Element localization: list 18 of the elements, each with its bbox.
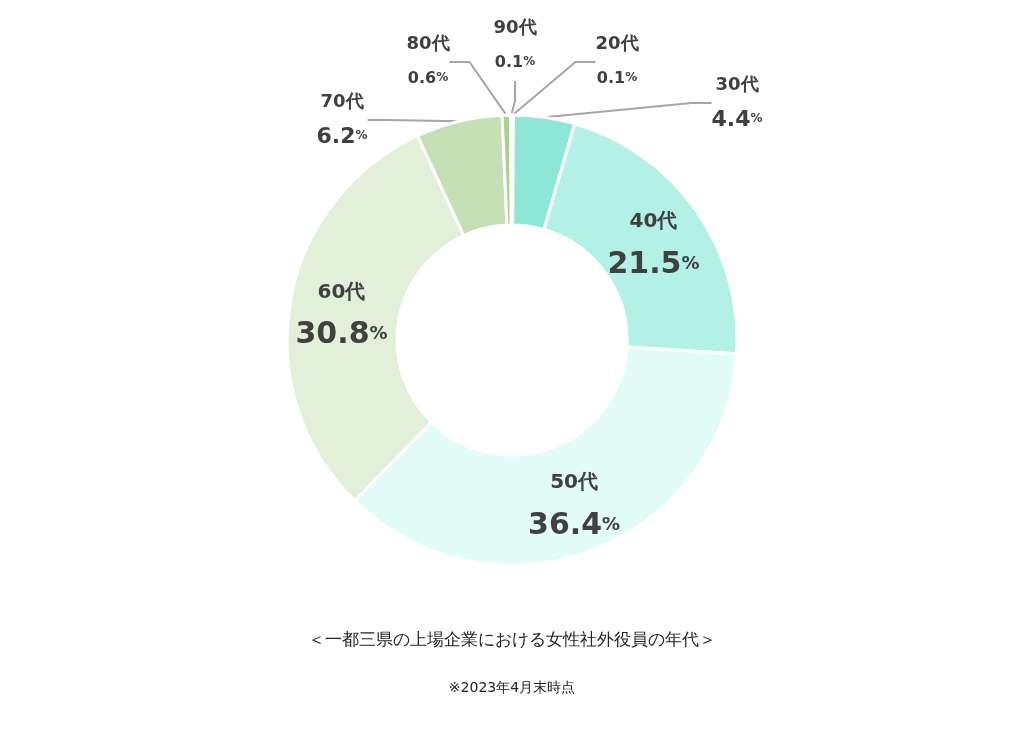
slice-label: 40代	[629, 208, 678, 233]
slice-label: 30代	[715, 72, 759, 94]
data-label: 0.1%	[596, 67, 638, 87]
text: ＜一都三県の上場企業における女性社外役員の年代＞	[308, 628, 716, 649]
data-label: 36.4%	[528, 505, 621, 541]
slice-label: 20代	[595, 31, 639, 53]
data-label: 21.5%	[607, 244, 700, 280]
data-label: 4.4%	[711, 105, 763, 131]
slice-label: 80代	[406, 31, 450, 53]
slice-label: 90代	[493, 15, 537, 37]
data-label: 6.2%	[316, 122, 368, 148]
slice-label: 60代	[317, 278, 366, 303]
data-label: 0.6%	[407, 67, 449, 87]
slice-label: 50代	[550, 469, 599, 494]
data-label: 0.1%	[494, 51, 536, 71]
slice-label: 70代	[320, 89, 364, 111]
data-label: 30.8%	[295, 315, 388, 351]
text: ※2023年4月末時点	[448, 679, 576, 695]
